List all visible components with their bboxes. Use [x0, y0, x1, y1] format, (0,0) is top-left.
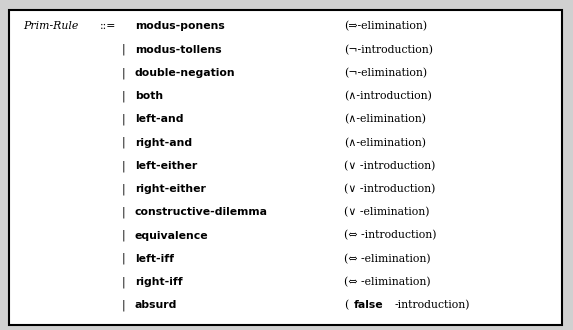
Text: (∨ -introduction): (∨ -introduction)	[344, 161, 435, 171]
Text: left-iff: left-iff	[135, 254, 174, 264]
Text: left-and: left-and	[135, 115, 183, 124]
Text: (∧-elimination): (∧-elimination)	[344, 114, 426, 124]
Text: constructive-dilemma: constructive-dilemma	[135, 207, 268, 217]
Text: |: |	[121, 90, 125, 102]
Text: |: |	[121, 160, 125, 172]
Text: (⇔ -elimination): (⇔ -elimination)	[344, 277, 430, 287]
Text: ::=: ::=	[100, 21, 117, 31]
Text: (⇔ -introduction): (⇔ -introduction)	[344, 230, 436, 241]
Text: (∧-elimination): (∧-elimination)	[344, 137, 426, 148]
FancyBboxPatch shape	[9, 10, 562, 325]
Text: |: |	[121, 183, 125, 195]
Text: |: |	[121, 230, 125, 241]
Text: |: |	[121, 67, 125, 79]
Text: right-iff: right-iff	[135, 277, 182, 287]
Text: (∨ -introduction): (∨ -introduction)	[344, 184, 435, 194]
Text: |: |	[121, 207, 125, 218]
Text: both: both	[135, 91, 163, 101]
Text: equivalence: equivalence	[135, 231, 208, 241]
Text: |: |	[121, 44, 125, 55]
Text: right-either: right-either	[135, 184, 206, 194]
Text: (⇔ -elimination): (⇔ -elimination)	[344, 253, 430, 264]
Text: modus-tollens: modus-tollens	[135, 45, 221, 55]
Text: (¬-elimination): (¬-elimination)	[344, 68, 427, 78]
Text: |: |	[121, 253, 125, 264]
Text: (∧-introduction): (∧-introduction)	[344, 91, 431, 101]
Text: -introduction): -introduction)	[394, 300, 470, 310]
Text: (∨ -elimination): (∨ -elimination)	[344, 207, 429, 217]
Text: |: |	[121, 114, 125, 125]
Text: modus-ponens: modus-ponens	[135, 21, 225, 31]
Text: (: (	[344, 300, 348, 310]
Text: (⇒-elimination): (⇒-elimination)	[344, 21, 427, 32]
Text: right-and: right-and	[135, 138, 192, 148]
Text: absurd: absurd	[135, 300, 177, 310]
Text: |: |	[121, 276, 125, 288]
Text: (¬-introduction): (¬-introduction)	[344, 45, 433, 55]
Text: false: false	[354, 300, 384, 310]
Text: left-either: left-either	[135, 161, 197, 171]
Text: Prim-Rule: Prim-Rule	[23, 21, 78, 31]
Text: |: |	[121, 299, 125, 311]
Text: double-negation: double-negation	[135, 68, 236, 78]
Text: |: |	[121, 137, 125, 148]
